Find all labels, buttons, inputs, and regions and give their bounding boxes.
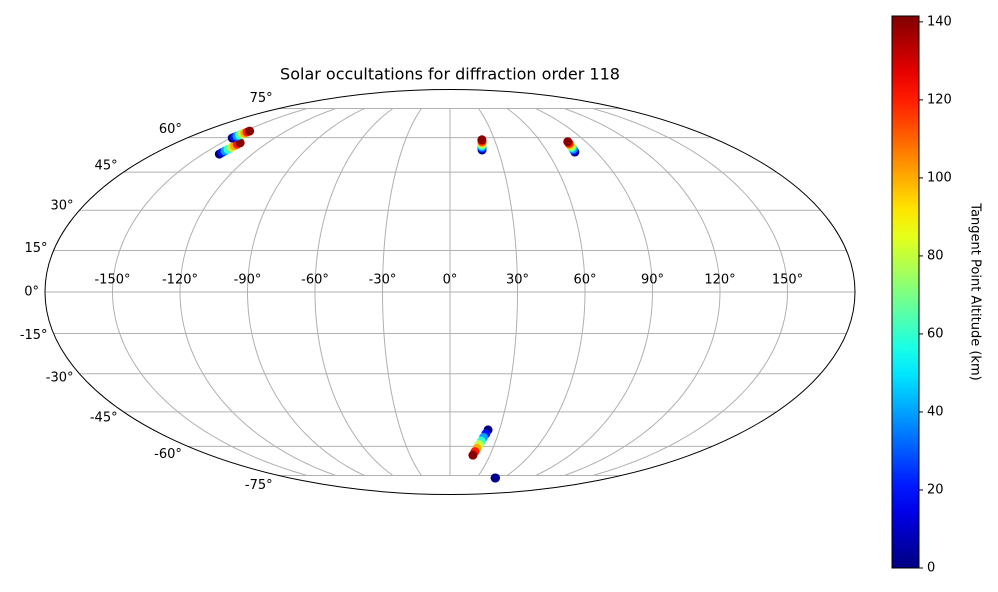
colorbar-tick-label: 100 <box>927 170 952 185</box>
y-tick-label: 0° <box>24 285 39 300</box>
grid-line <box>564 108 721 476</box>
colorbar-tick-label: 140 <box>927 14 952 29</box>
y-tick-label: -60° <box>154 447 182 462</box>
map: -150° -120° -90° -60° -30° 0° 30° 60° 90° 120° 150… <box>20 89 856 495</box>
grid-line <box>111 108 308 476</box>
x-tick-label: -120° <box>162 273 198 288</box>
grid-line <box>381 108 422 476</box>
colorbar-tick-label: 80 <box>927 248 944 263</box>
data-point <box>468 450 478 460</box>
y-tick-label: 30° <box>50 199 73 214</box>
data-point <box>245 126 255 136</box>
y-tick-label: 45° <box>95 159 118 174</box>
y-tick-label: 60° <box>159 122 182 137</box>
colorbar-tick-label: 60 <box>927 326 944 341</box>
chart-title: Solar occultations for diffraction order… <box>280 65 620 84</box>
x-tick-label: -30° <box>369 273 397 288</box>
x-tick-label: 90° <box>641 273 664 288</box>
grid-line <box>179 108 336 476</box>
x-tick-label: -90° <box>234 273 262 288</box>
y-tick-label: -45° <box>90 410 118 425</box>
grid-line <box>246 108 365 476</box>
data-point <box>477 135 487 145</box>
colorbar-tick-label: 0 <box>927 561 935 576</box>
y-tick-label: -30° <box>46 370 74 385</box>
map-boundary <box>44 89 856 495</box>
x-tick-label: -150° <box>94 273 130 288</box>
x-tick-label: 150° <box>772 273 803 288</box>
grid-line <box>506 108 586 476</box>
colorbar-label: Tangent Point Altitude (km) <box>968 202 983 380</box>
x-tick-label: 60° <box>573 273 596 288</box>
x-tick-label: 0° <box>443 273 458 288</box>
y-tick-label: -75° <box>245 478 273 493</box>
x-tick-label: 30° <box>506 273 529 288</box>
y-tick-label: -15° <box>20 328 48 343</box>
colorbar <box>891 15 920 569</box>
grid-line <box>592 108 789 476</box>
y-tick-label: 75° <box>250 91 273 106</box>
data-point <box>563 137 573 147</box>
grid-line <box>478 108 519 476</box>
grid-line <box>314 108 394 476</box>
colorbar-tick-label: 20 <box>927 482 944 497</box>
x-tick-label: 120° <box>704 273 735 288</box>
colorbar-tick-label: 40 <box>927 404 944 419</box>
x-tick-label: -60° <box>301 273 329 288</box>
colorbar-tick-label: 120 <box>927 92 952 107</box>
y-tick-label: 15° <box>25 241 48 256</box>
grid-line <box>535 108 654 476</box>
data-point <box>491 473 501 483</box>
data-point <box>235 138 245 148</box>
